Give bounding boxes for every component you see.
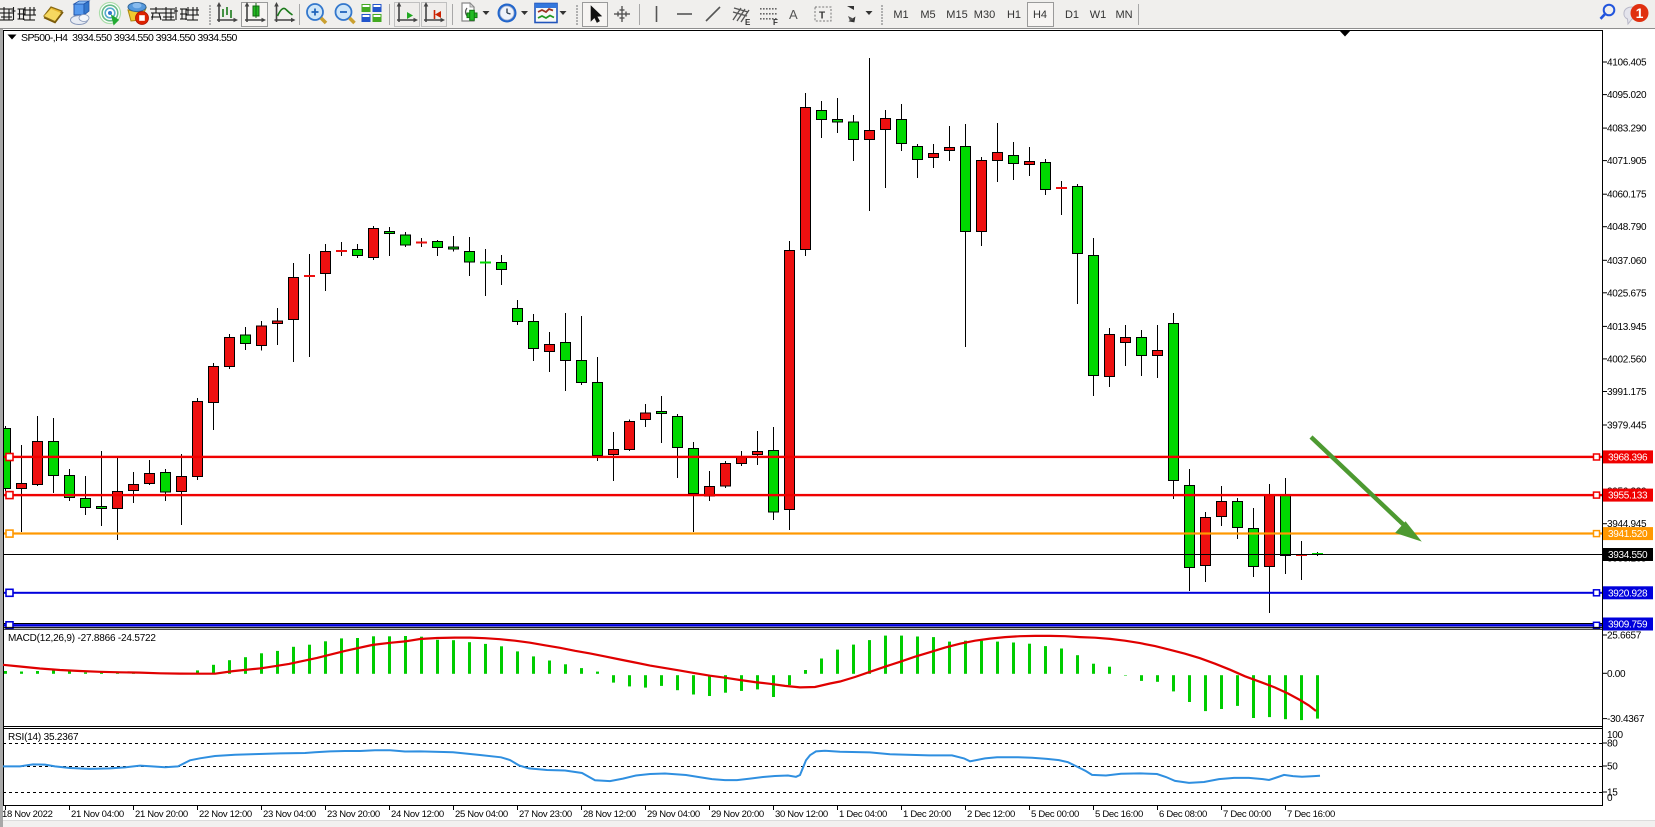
svg-text:27 Nov 23:00: 27 Nov 23:00 [519,809,572,820]
svg-text:H1: H1 [1007,9,1021,21]
svg-text:-30.4367: -30.4367 [1607,714,1645,725]
svg-text:3909.759: 3909.759 [1608,620,1648,631]
svg-text:H4: H4 [1033,9,1047,21]
svg-text:0: 0 [1607,793,1613,804]
svg-text:28 Nov 12:00: 28 Nov 12:00 [583,809,636,820]
svg-text:M1: M1 [893,9,908,21]
svg-text:M15: M15 [946,9,967,21]
svg-text:E: E [745,18,751,27]
svg-text:29 Nov 20:00: 29 Nov 20:00 [711,809,764,820]
svg-text:MN: MN [1115,9,1132,21]
svg-text:3920.928: 3920.928 [1608,588,1648,599]
svg-text:29 Nov 04:00: 29 Nov 04:00 [647,809,700,820]
svg-text:80: 80 [1607,739,1618,750]
svg-text:W1: W1 [1090,9,1107,21]
svg-text:25 Nov 04:00: 25 Nov 04:00 [455,809,508,820]
svg-text:5 Dec 16:00: 5 Dec 16:00 [1095,809,1143,820]
svg-text:3979.445: 3979.445 [1607,421,1647,432]
svg-text:1 Dec 20:00: 1 Dec 20:00 [903,809,951,820]
svg-text:4095.020: 4095.020 [1607,90,1647,101]
svg-text:MACD(12,26,9) -27.8866 -24.572: MACD(12,26,9) -27.8866 -24.5722 [8,633,156,644]
svg-text:6 Dec 08:00: 6 Dec 08:00 [1159,809,1207,820]
svg-text:M5: M5 [920,9,935,21]
svg-text:4002.560: 4002.560 [1607,354,1647,365]
svg-text:15: 15 [1607,788,1618,799]
svg-text:3934.550: 3934.550 [1608,550,1648,561]
svg-text:3944.945: 3944.945 [1607,519,1647,530]
svg-text:23 Nov 04:00: 23 Nov 04:00 [263,809,316,820]
svg-text:3955.133: 3955.133 [1608,491,1648,502]
svg-text:4025.675: 4025.675 [1607,288,1647,299]
svg-text:4013.945: 4013.945 [1607,322,1647,333]
svg-text:4083.290: 4083.290 [1607,124,1647,135]
svg-text:4048.790: 4048.790 [1607,222,1647,233]
svg-text:24 Nov 12:00: 24 Nov 12:00 [391,809,444,820]
svg-text:30 Nov 12:00: 30 Nov 12:00 [775,809,828,820]
svg-text:RSI(14) 35.2367: RSI(14) 35.2367 [8,732,79,743]
svg-text:18 Nov 2022: 18 Nov 2022 [2,809,53,820]
svg-text:100: 100 [1607,730,1624,741]
svg-text:50: 50 [1607,762,1618,773]
svg-text:23 Nov 20:00: 23 Nov 20:00 [327,809,380,820]
svg-text:A: A [789,7,798,22]
svg-text:3968.396: 3968.396 [1608,452,1648,463]
svg-text:4037.060: 4037.060 [1607,256,1647,267]
svg-text:4071.905: 4071.905 [1607,156,1647,167]
svg-text:7 Dec 16:00: 7 Dec 16:00 [1287,809,1335,820]
svg-text:M30: M30 [974,9,995,21]
svg-text:2 Dec 12:00: 2 Dec 12:00 [967,809,1015,820]
svg-text:0.00: 0.00 [1607,669,1626,680]
svg-text:SP500-,H4 3934.550 3934.550 3: SP500-,H4 3934.550 3934.550 3934.550 393… [21,32,238,44]
svg-text:22 Nov 12:00: 22 Nov 12:00 [199,809,252,820]
svg-text:D1: D1 [1065,9,1079,21]
svg-text:T: T [819,11,825,22]
svg-text:21 Nov 20:00: 21 Nov 20:00 [135,809,188,820]
svg-text:4106.405: 4106.405 [1607,58,1647,69]
svg-text:1 Dec 04:00: 1 Dec 04:00 [839,809,887,820]
svg-text:1: 1 [1636,5,1644,21]
svg-text:F: F [773,18,778,27]
svg-text:7 Dec 00:00: 7 Dec 00:00 [1223,809,1271,820]
svg-text:3991.175: 3991.175 [1607,387,1647,398]
svg-text:3941.520: 3941.520 [1608,529,1648,540]
svg-text:21 Nov 04:00: 21 Nov 04:00 [71,809,124,820]
svg-text:5 Dec 00:00: 5 Dec 00:00 [1031,809,1079,820]
svg-text:4060.175: 4060.175 [1607,190,1647,201]
svg-text:25.6657: 25.6657 [1607,631,1642,642]
